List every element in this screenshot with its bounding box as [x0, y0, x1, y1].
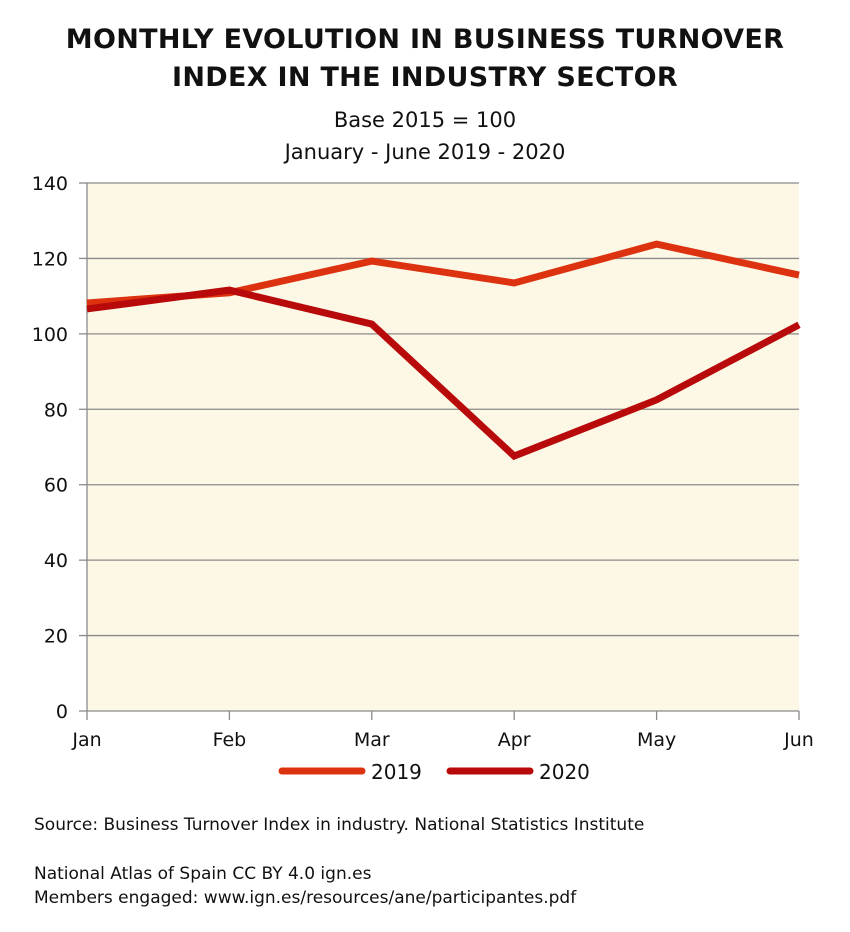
members-link: Members engaged: www.ign.es/resources/an…: [34, 888, 577, 908]
y-tick-label: 0: [56, 701, 68, 723]
y-tick-label: 60: [44, 475, 68, 497]
legend-label-2020: 2020: [539, 760, 590, 784]
x-tick-label: Jan: [71, 729, 101, 751]
chart-title-line-2: INDEX IN THE INDUSTRY SECTOR: [172, 62, 678, 93]
y-tick-label: 100: [32, 324, 68, 346]
x-tick-label: Apr: [498, 729, 531, 751]
chart-title-line-1: MONTHLY EVOLUTION IN BUSINESS TURNOVER: [65, 24, 785, 55]
y-tick-label: 20: [44, 626, 68, 648]
x-tick-label: Mar: [354, 729, 390, 751]
legend-label-2019: 2019: [371, 760, 422, 784]
x-tick-label: Jun: [783, 729, 814, 751]
credit-note: National Atlas of Spain CC BY 4.0 ign.es: [34, 864, 372, 884]
y-tick-label: 140: [32, 173, 68, 195]
y-tick-label: 40: [44, 550, 68, 572]
y-tick-label: 120: [32, 248, 68, 270]
chart-subtitle-base: Base 2015 = 100: [333, 108, 517, 132]
plot-area: [87, 183, 799, 711]
y-tick-label: 80: [44, 399, 68, 421]
source-note: Source: Business Turnover Index in indus…: [34, 815, 645, 835]
x-tick-label: May: [637, 729, 676, 751]
chart-subtitle-period: January - June 2019 - 2020: [284, 140, 566, 164]
series-line-2020: [86, 286, 801, 461]
x-tick-label: Feb: [213, 729, 247, 751]
